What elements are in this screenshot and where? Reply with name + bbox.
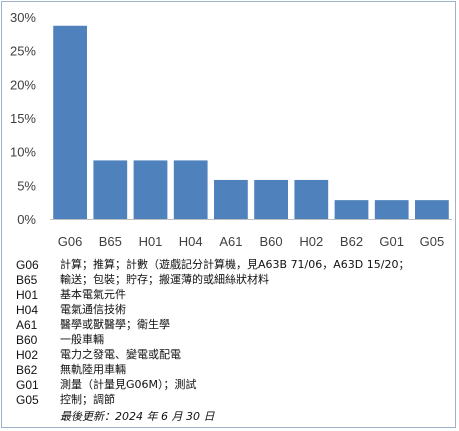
legend-description: 基本電氣元件 (60, 288, 126, 301)
legend-code: A61 (16, 318, 38, 332)
x-tick-label: B60 (260, 234, 283, 249)
x-tick-label: G05 (420, 234, 445, 249)
x-tick-label: H04 (179, 234, 203, 249)
x-tick-label: A61 (219, 234, 242, 249)
x-tick-label: B65 (99, 234, 122, 249)
legend-code: H01 (16, 288, 39, 302)
legend-code: G06 (16, 258, 39, 272)
y-tick-label: 0% (17, 212, 36, 227)
x-axis-ticks: G06 B65 H01 H04 A61 B60 H02 B62 G01 G05 (58, 234, 444, 249)
x-tick-label: G06 (58, 234, 83, 249)
x-tick-label: H01 (139, 234, 163, 249)
bar-h01 (133, 160, 168, 219)
y-tick-label: 10% (10, 145, 36, 160)
y-axis-ticks: 0% 5% 10% 15% 20% 25% 30% (10, 10, 36, 227)
bars-group (53, 25, 449, 220)
bar-b60 (254, 179, 288, 219)
legend-code: B60 (16, 333, 38, 347)
legend-description: 電力之發電、變電或配電 (60, 348, 181, 361)
bar-h04 (173, 160, 208, 219)
y-tick-label: 15% (10, 111, 36, 126)
bar-chart: 0% 5% 10% 15% 20% 25% 30% G06 B65 H01 H04 A61 B60 H0… (10, 10, 452, 249)
legend-code: H02 (16, 348, 39, 362)
x-tick-label: G01 (379, 234, 404, 249)
legend-code: G05 (16, 393, 39, 407)
bar-g01 (374, 200, 409, 219)
y-tick-label: 5% (17, 178, 36, 193)
legend-description: 輸送；包裝；貯存；搬運薄的或細絲狀材料 (60, 273, 269, 286)
legend-description: 電氣通信技術 (60, 303, 126, 316)
legend-description: 一般車輛 (60, 333, 104, 346)
legend-description: 無軌陸用車輛 (60, 363, 126, 376)
bar-b65 (93, 160, 128, 219)
legend-description: 測量（計量見G06M）；測試 (60, 378, 197, 391)
y-tick-label: 20% (10, 77, 36, 92)
x-tick-label: B62 (340, 234, 363, 249)
x-tick-label: H02 (299, 234, 323, 249)
bar-g05 (415, 200, 449, 219)
legend-description: 醫學或獸醫學；衛生學 (60, 318, 170, 331)
legend-description: 控制；調節 (60, 393, 115, 406)
legend-description: 計算；推算；計數（遊戲記分計算機，見A63B 71/06，A63D 15/20； (60, 258, 410, 271)
y-tick-label: 25% (10, 44, 36, 59)
legend-code: B62 (16, 363, 38, 377)
legend-code: B65 (16, 273, 38, 287)
bar-h02 (294, 179, 329, 219)
bar-a61 (214, 179, 248, 219)
legend-code: H04 (16, 303, 39, 317)
bar-b62 (334, 200, 369, 219)
bar-g06 (53, 25, 87, 220)
y-tick-label: 30% (10, 10, 36, 25)
legend-code: G01 (16, 378, 39, 392)
last-updated-note: 最後更新：2024 年 6 月 30 日 (60, 410, 215, 423)
